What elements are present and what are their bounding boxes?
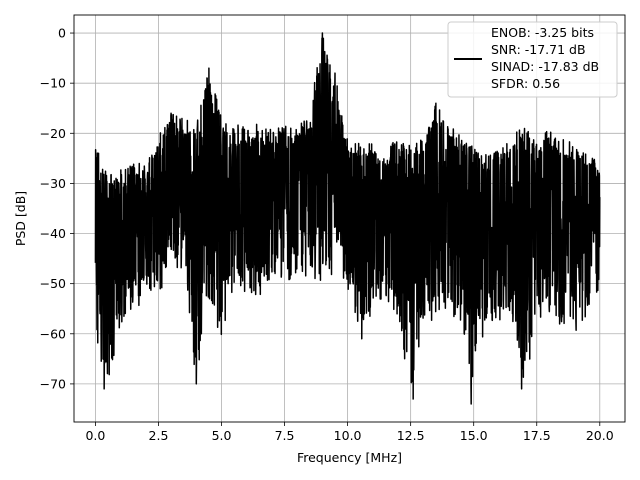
y-tick-label: −20 (40, 126, 66, 141)
y-tick-label: −70 (40, 376, 66, 391)
x-axis-label: Frequency [MHz] (297, 450, 402, 465)
y-tick-label: −10 (40, 76, 66, 91)
legend-line-sinad: SINAD: -17.83 dB (491, 59, 599, 74)
y-tick-label: −50 (40, 276, 66, 291)
x-tick-label: 12.5 (397, 428, 425, 443)
x-tick-label: 0.0 (85, 428, 105, 443)
x-tick-label: 20.0 (586, 428, 614, 443)
legend-box (447, 21, 618, 98)
psd-series-line (94, 32, 601, 405)
x-tick-label: 5.0 (212, 428, 232, 443)
x-tick-label: 15.0 (460, 428, 488, 443)
y-tick-label: −40 (40, 226, 66, 241)
series-layer (94, 32, 601, 405)
y-ticks: 0 −10 −20 −30 −40 −50 −60 −70 (40, 26, 74, 391)
y-axis-label: PSD [dB] (13, 191, 28, 246)
y-tick-label: 0 (58, 26, 66, 41)
x-tick-label: 10.0 (334, 428, 362, 443)
legend-line-enob: ENOB: -3.25 bits (491, 25, 594, 40)
y-tick-label: −30 (40, 176, 66, 191)
x-tick-label: 17.5 (523, 428, 551, 443)
x-tick-label: 7.5 (275, 428, 295, 443)
legend-line-snr: SNR: -17.71 dB (491, 42, 586, 57)
legend: ENOB: -3.25 bits SNR: -17.71 dB SINAD: -… (447, 21, 618, 98)
legend-line-sfdr: SFDR: 0.56 (491, 76, 560, 91)
plot-frame (73, 14, 626, 423)
x-tick-label: 2.5 (149, 428, 169, 443)
y-tick-label: −60 (40, 326, 66, 341)
x-ticks: 0.0 2.5 5.0 7.5 10.0 12.5 15.0 17.5 20.0 (85, 422, 614, 443)
